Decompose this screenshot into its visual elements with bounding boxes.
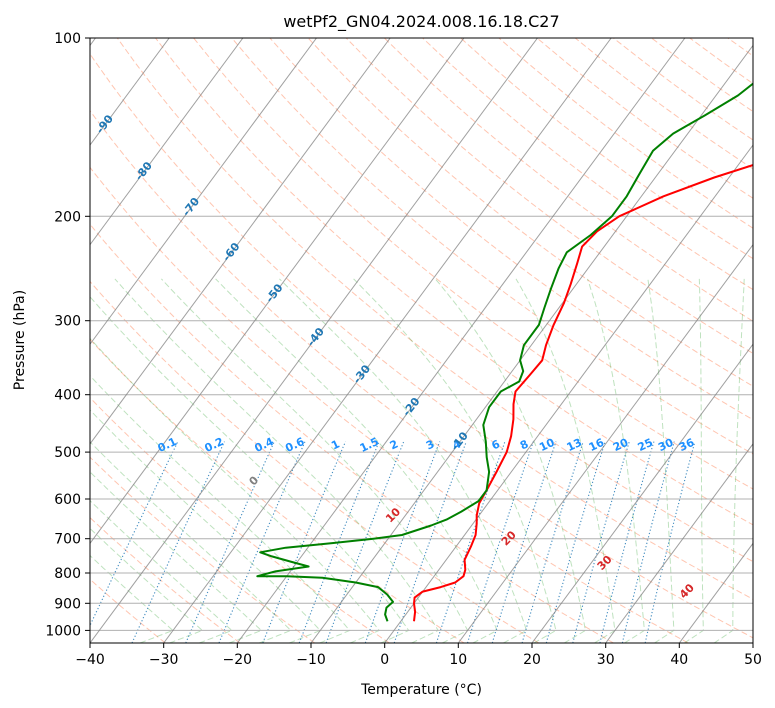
mixing-ratio-line (185, 441, 275, 643)
background-lines (90, 38, 753, 643)
x-tick-label: 50 (744, 652, 762, 668)
sounding-line (413, 164, 753, 622)
sounding-profiles (256, 82, 753, 622)
mixing-ratio-line (262, 441, 347, 643)
mixing-ratio-line (131, 441, 225, 643)
x-tick-label: −40 (75, 652, 105, 668)
isotherm-line (384, 144, 753, 643)
dry-adiabat-line (90, 397, 390, 643)
x-tick-label: 20 (523, 652, 541, 668)
x-tick-label: 10 (449, 652, 467, 668)
moist-adiabat-line (90, 409, 322, 643)
mixing-ratio-line (572, 441, 630, 643)
mixing-ratio-label: 13 (565, 436, 584, 454)
x-tick-label: −30 (149, 652, 179, 668)
plot-frame (89, 37, 754, 644)
y-tick-label: 300 (54, 314, 81, 330)
mixing-ratio-line (466, 441, 534, 643)
moist-adiabat-line (90, 499, 233, 643)
dry-adiabat-line (384, 38, 753, 322)
y-tick-label: 400 (54, 388, 81, 404)
isotherm-line (457, 243, 753, 643)
isotherm-line (605, 443, 753, 643)
x-tick-label: −20 (223, 652, 253, 668)
dry-adiabat-line (193, 38, 753, 490)
isotherm-line (531, 343, 753, 643)
y-tick-label: 100 (54, 31, 81, 47)
moist-adiabat-line (90, 296, 410, 643)
x-tick-label: 0 (380, 652, 389, 668)
moist-adiabat-line (279, 278, 528, 643)
moist-adiabat-line (161, 278, 469, 643)
dry-adiabat-line (116, 38, 753, 563)
dry-adiabat-line (231, 38, 753, 455)
y-tick-label: 600 (54, 492, 81, 508)
dry-adiabat-line (90, 578, 166, 643)
chart-title: wetPf2_GN04.2024.008.16.18.C27 (283, 12, 559, 32)
mixing-ratio-label: 10 (537, 436, 557, 454)
moist-adiabat-line (353, 278, 557, 643)
dry-adiabat-line (90, 53, 753, 600)
dry-adiabat-line (90, 516, 241, 643)
mixing-ratio-line (599, 441, 655, 643)
mixing-ratio-label: 20 (611, 436, 631, 454)
dry-adiabat-line (345, 38, 753, 354)
y-tick-label: 900 (54, 596, 81, 612)
isotherm-line (90, 38, 465, 545)
isotherm-line (90, 38, 317, 346)
isotherm-line (90, 38, 170, 146)
dry-adiabat-line (90, 166, 689, 643)
mixing-ratio-label: 25 (636, 436, 655, 454)
y-tick-label: 700 (54, 532, 81, 548)
moist-adiabat-line (647, 278, 675, 643)
axis-ticks: −40 −30 −20 −10 0 10 20 30 40 50 1000 900 800 700 600 5… (45, 31, 762, 668)
moist-adiabat-line (515, 278, 616, 643)
x-tick-label: 40 (670, 652, 688, 668)
moist-adiabat-line (90, 337, 381, 643)
mixing-ratio-label: 16 (587, 436, 607, 454)
isotherm-line (90, 38, 391, 445)
y-tick-label: 500 (54, 445, 81, 461)
dry-adiabat-line (307, 38, 753, 387)
sounding-line (256, 82, 753, 622)
y-tick-label: 800 (54, 566, 81, 582)
y-tick-label: 200 (54, 209, 81, 225)
moist-adiabat-line (215, 278, 498, 643)
dry-adiabat-line (90, 338, 465, 643)
moist-adiabat-line (90, 471, 263, 643)
moist-adiabat-line (90, 441, 292, 643)
mixing-ratio-line (491, 441, 557, 643)
moist-adiabat-line (587, 278, 645, 643)
isotherm-line (90, 38, 244, 246)
x-axis-label: Temperature (°C) (360, 682, 482, 698)
y-tick-label: 1000 (45, 623, 81, 639)
mixing-ratio-label: 36 (677, 436, 697, 454)
skewed-isotherms (90, 38, 753, 643)
moist-adiabat-line (713, 278, 745, 643)
isotherm-line (236, 38, 686, 643)
x-tick-label: 30 (597, 652, 615, 668)
dry-adiabat-line (155, 38, 753, 526)
moist-adiabat-line (114, 278, 439, 643)
dry-adiabat-line (90, 456, 315, 643)
x-tick-label: −10 (296, 652, 326, 668)
dry-adiabat-line (90, 280, 540, 643)
mixing-ratio-line (393, 441, 467, 643)
moist-adiabat-line (684, 278, 704, 643)
isotherm-line (163, 38, 612, 643)
isotherm-line (90, 38, 538, 643)
moist-adiabat-line (90, 375, 351, 643)
mixing-ratio-line (621, 441, 675, 643)
dry-adiabat-line (422, 38, 753, 291)
mixing-ratio-label: 30 (656, 436, 676, 454)
dry-adiabat-line (90, 223, 614, 643)
y-axis-label: Pressure (hPa) (12, 290, 28, 390)
isotherm-line (310, 44, 753, 643)
moist-adiabat-line (90, 527, 204, 643)
